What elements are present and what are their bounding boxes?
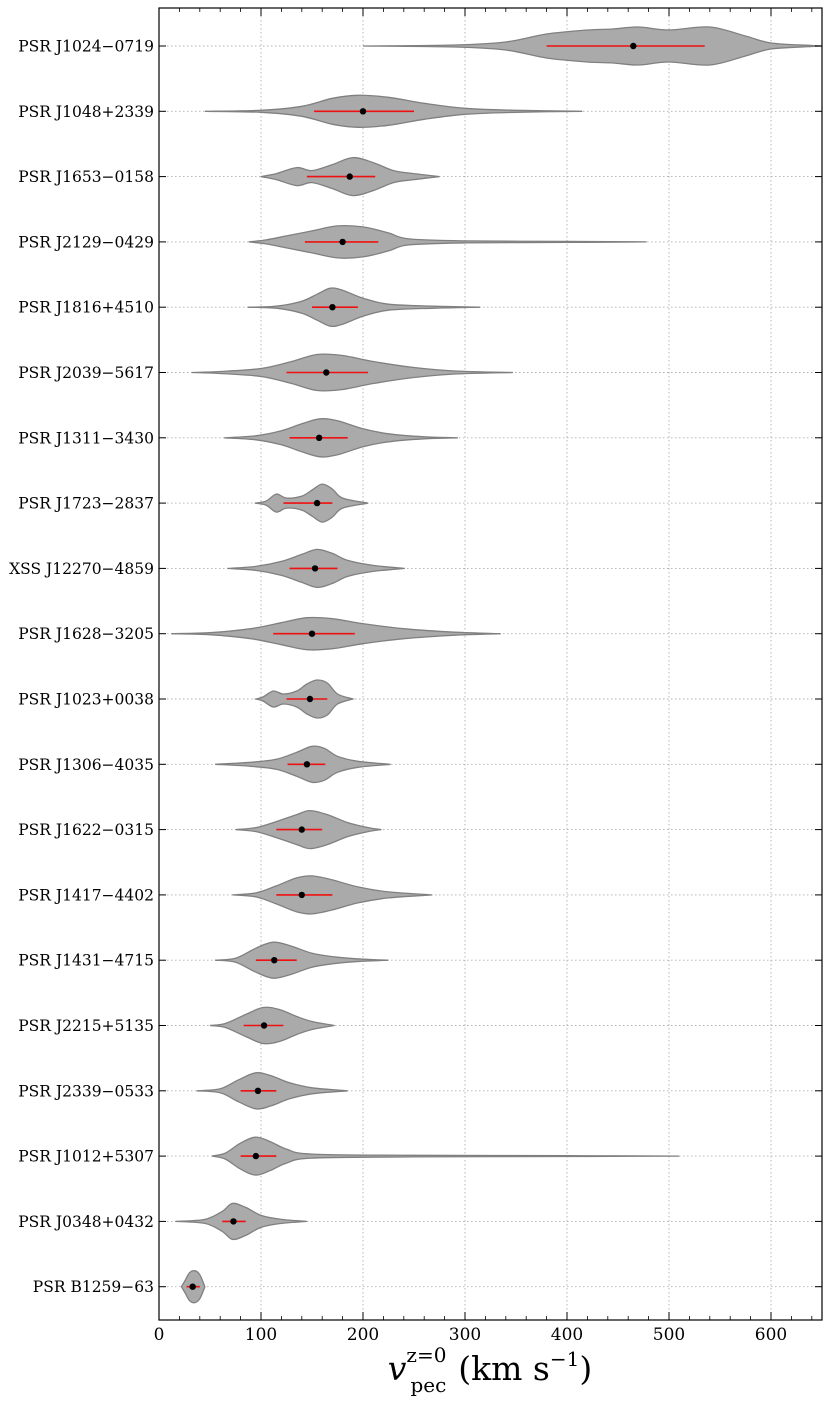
violin-4 [247, 287, 481, 328]
median-point-0 [630, 42, 637, 50]
median-point-6 [315, 434, 323, 441]
category-label-3: PSR J2129−0429 [18, 233, 154, 251]
median-point-19 [189, 1283, 196, 1290]
category-label-13: PSR J1417−4402 [18, 886, 154, 904]
median-point-10 [306, 695, 314, 703]
category-label-10: PSR J1023+0038 [18, 691, 154, 709]
category-label-19: PSR B1259−63 [33, 1278, 154, 1296]
category-label-18: PSR J0348+0432 [18, 1213, 154, 1231]
median-point-3 [339, 238, 346, 246]
x-tick-label-200: 200 [347, 1325, 379, 1345]
median-point-13 [298, 891, 305, 899]
x-tick-label-100: 100 [245, 1325, 277, 1345]
violin-3 [248, 224, 647, 259]
median-point-8 [311, 565, 319, 572]
category-label-7: PSR J1723−2837 [18, 495, 154, 513]
category-label-12: PSR J1622−0315 [18, 821, 154, 839]
category-label-1: PSR J1048+2339 [18, 103, 154, 121]
median-point-11 [303, 761, 311, 768]
violin-17 [211, 1136, 680, 1176]
violin-14 [215, 941, 389, 979]
category-label-5: PSR J2039−5617 [18, 364, 154, 382]
category-label-15: PSR J2215+5135 [18, 1017, 154, 1035]
x-tick-label-500: 500 [653, 1325, 685, 1345]
median-point-1 [359, 108, 367, 115]
category-label-16: PSR J2339−0533 [18, 1082, 154, 1100]
category-label-4: PSR J1816+4510 [18, 299, 154, 317]
category-label-6: PSR J1311−3430 [18, 429, 154, 447]
x-tick-label-600: 600 [755, 1325, 787, 1345]
median-point-9 [308, 630, 316, 637]
x-tick-label-0: 0 [154, 1325, 165, 1345]
median-point-16 [254, 1087, 262, 1095]
category-label-0: PSR J1024−0719 [18, 38, 154, 56]
category-label-9: PSR J1628−3205 [18, 625, 154, 643]
grid-layer [159, 8, 822, 1320]
median-point-17 [252, 1152, 260, 1160]
category-label-2: PSR J1653−0158 [18, 168, 154, 186]
category-label-17: PSR J1012+5307 [18, 1148, 154, 1166]
median-point-2 [346, 173, 353, 180]
x-tick-label-400: 400 [551, 1325, 583, 1345]
axes-frame [158, 7, 823, 1321]
median-point-4 [329, 304, 336, 311]
median-point-15 [260, 1022, 268, 1029]
violin-layer [171, 26, 823, 1304]
category-label-14: PSR J1431−4715 [18, 952, 154, 970]
plot-frame [158, 7, 823, 1321]
median-point-12 [298, 826, 305, 833]
median-point-7 [313, 499, 321, 507]
median-point-14 [271, 957, 278, 964]
median-point-18 [230, 1218, 237, 1225]
median-point-5 [323, 369, 330, 376]
label-layer: PSR J1024−0719 PSR J1048+2339 PSR J1653−01… [9, 38, 787, 1346]
x-axis-label: vz=0 pec (km s−1) [388, 1343, 592, 1397]
category-label-8: XSS J12270−4859 [9, 560, 154, 578]
category-label-11: PSR J1306−4035 [18, 756, 154, 774]
x-tick-label-300: 300 [449, 1325, 481, 1345]
